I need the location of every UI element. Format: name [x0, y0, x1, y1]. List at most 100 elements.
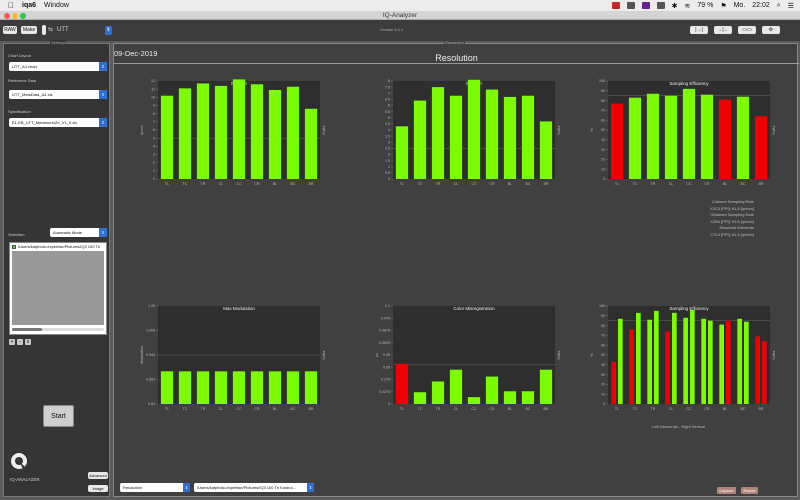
x-tick-label: TC	[183, 182, 188, 186]
x-tick-label: TL	[615, 182, 619, 186]
x-tick-label: TR	[651, 182, 656, 186]
selection-mode-select[interactable]: Automatic Mode ⇕	[50, 228, 107, 237]
spotlight-icon[interactable]: ⌕	[776, 1, 781, 9]
start-button[interactable]: Start	[43, 405, 74, 427]
reference-data-select[interactable]: UTT_MetaData_A4.xls ⇕	[9, 90, 107, 99]
wifi-icon[interactable]: ≋	[684, 2, 691, 10]
day-label[interactable]: Mo.	[733, 2, 746, 9]
y-tick-label: 7	[388, 91, 390, 95]
bar	[268, 89, 282, 179]
report-area: Resolution 09-Dec-2019 Resolution MTF 10…	[113, 40, 799, 497]
y-tick-label: 8	[153, 112, 155, 116]
bar	[250, 84, 264, 179]
bar-right-vertical	[708, 320, 713, 404]
bar	[232, 79, 246, 179]
specification-select[interactable]: E1-KB_UTT_MetamorfoZe_V1_0.xls ⇕	[9, 118, 107, 127]
y-tick-label: 10	[601, 167, 605, 171]
y-tick-label: 0.25	[383, 353, 390, 357]
report-file-value: /Users/katphoto-expertise/Pictures/IQ3 1…	[197, 485, 297, 490]
menu-window[interactable]: Window	[44, 1, 69, 9]
status-purple-icon[interactable]	[641, 2, 650, 9]
file-list[interactable]: /Users/katphoto-expertise/Pictures/IQ3 1…	[9, 242, 107, 335]
apple-menu-icon[interactable]: 	[8, 1, 14, 10]
y-tick-label: 3	[388, 140, 390, 144]
y-tick-label: 1	[153, 169, 155, 173]
x-tick-label: CL	[669, 182, 674, 186]
bar	[503, 96, 517, 179]
bluetooth-icon[interactable]: ✱	[671, 2, 678, 10]
bar-right-vertical	[690, 309, 695, 404]
x-tick-label: BC	[526, 407, 531, 411]
add-file-button[interactable]: +	[9, 339, 15, 345]
make-button[interactable]: Make	[21, 26, 37, 34]
close-window-icon[interactable]	[4, 13, 10, 19]
camera-model-select[interactable]: ⇕	[105, 26, 112, 35]
x-tick-label: BR	[759, 182, 764, 186]
y-tick-label: 0.892	[146, 377, 155, 381]
y-tick-label: 4	[153, 145, 155, 149]
bar	[395, 126, 409, 179]
y-tick-label: 2.5	[385, 147, 390, 151]
reference-data-label: Reference Data	[8, 78, 37, 83]
minimize-window-icon[interactable]	[12, 13, 18, 19]
right-axis-label: Sulfur	[772, 350, 776, 360]
remove-file-button[interactable]: -	[17, 339, 23, 345]
horizontal-scrollbar[interactable]	[12, 328, 104, 331]
toolbar: RAW Make ⇆ UTT ⇕ Version 6.0.1 |→| →|← ▭…	[0, 20, 800, 41]
settings-gear-icon[interactable]: ⚙	[762, 26, 780, 34]
notification-center-icon[interactable]: ☰	[787, 2, 794, 10]
advanced-button[interactable]: Advanced	[88, 472, 108, 479]
bar	[268, 371, 282, 404]
camera-toggle[interactable]	[42, 25, 46, 35]
chart-layout-select[interactable]: UTT_A4.chart ⇕	[9, 62, 107, 71]
plot-area	[393, 306, 555, 404]
image-button[interactable]: Image	[88, 485, 108, 492]
status-dark-icon[interactable]	[626, 2, 635, 9]
battery-label[interactable]: 79 %	[697, 2, 714, 9]
x-tick-label: TC	[183, 407, 188, 411]
x-tick-label: CC	[236, 182, 242, 186]
zoom-window-icon[interactable]	[20, 13, 26, 19]
bar	[682, 88, 696, 179]
clear-files-button[interactable]: x	[25, 339, 31, 345]
y-tick-label: 7.5	[385, 85, 390, 89]
sampling-caption: Claimed Sampling Rate X3C3 [PPI]: 61.8 […	[634, 199, 754, 239]
menu-app[interactable]: iqa6	[22, 1, 37, 9]
y-tick-label: 10	[601, 392, 605, 396]
scrollbar-thumb[interactable]	[12, 328, 42, 331]
plot-area	[608, 306, 770, 404]
caption-line: X2B4 [PPI]: 53.6 [lp/mm]	[710, 218, 754, 224]
bar-left-horizontal	[719, 324, 724, 404]
y-tick-label: 0.175	[381, 378, 390, 382]
y-tick-label: 3	[153, 153, 155, 157]
image-preview	[12, 251, 104, 325]
x-tick-label: BL	[508, 182, 512, 186]
raw-button[interactable]: RAW	[3, 26, 17, 34]
flag-icon[interactable]: ⚑	[720, 2, 727, 10]
report-file-select[interactable]: /Users/katphoto-expertise/Pictures/IQ3 1…	[194, 483, 314, 492]
file-list-item[interactable]: /Users/katphoto-expertise/Pictures/IQ3 1…	[12, 244, 100, 249]
chart-title: Sampling Efficiency	[669, 81, 709, 86]
capture-button[interactable]: Capture	[717, 487, 736, 494]
fit-width-button[interactable]: |→|	[690, 26, 708, 34]
status-red-icon[interactable]	[611, 2, 620, 9]
layout-button[interactable]: ▭▭	[738, 26, 756, 34]
version-label: Version 6.0.1	[380, 27, 404, 32]
bar-right-vertical	[762, 341, 767, 404]
compress-button[interactable]: →|←	[714, 26, 732, 34]
specification-value: E1-KB_UTT_MetamorfoZe_V1_0.xls	[12, 120, 78, 125]
camera-model-label: UTT	[57, 27, 69, 33]
report-button[interactable]: Report	[741, 487, 758, 494]
bar	[521, 95, 535, 179]
clock-label[interactable]: 22:02	[752, 2, 770, 9]
x-tick-label: CR	[254, 407, 260, 411]
x-tick-label: TR	[436, 407, 441, 411]
report-type-select[interactable]: Resolution ⇕	[120, 483, 190, 492]
logo-icon	[11, 453, 27, 469]
y-tick-label: 0.945	[146, 353, 155, 357]
right-axis-label: Sulfur	[322, 125, 326, 135]
file-checkbox[interactable]	[12, 244, 16, 249]
x-tick-label: CR	[489, 182, 495, 186]
status-gray-icon[interactable]	[656, 2, 665, 9]
bar	[286, 86, 300, 179]
